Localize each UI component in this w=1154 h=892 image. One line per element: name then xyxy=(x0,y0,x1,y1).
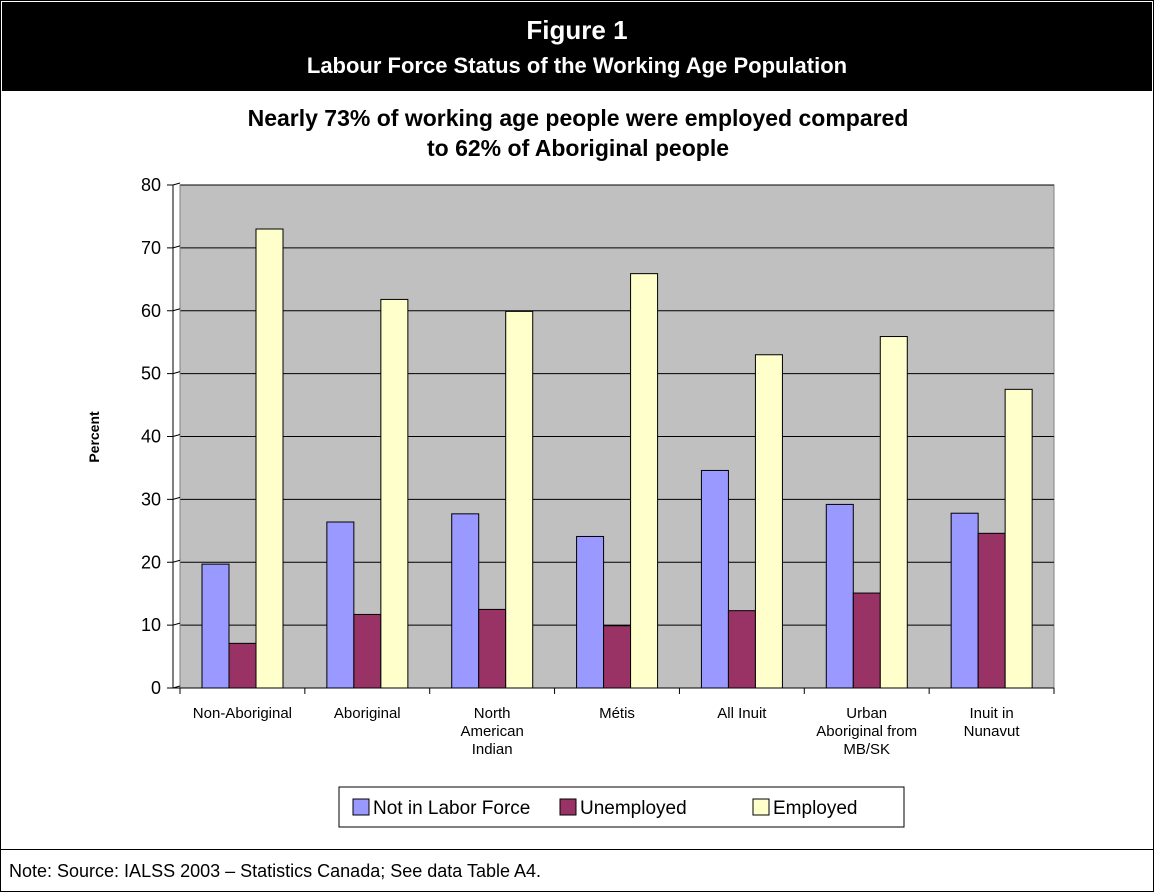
bar xyxy=(825,503,854,689)
x-tick-label: MB/SK xyxy=(843,741,890,758)
x-tick-label: Non-Aboriginal xyxy=(193,705,292,722)
y-axis-label: Percent xyxy=(86,411,102,463)
bar xyxy=(727,610,756,689)
x-tick-label: Urban xyxy=(846,705,887,722)
bar xyxy=(754,354,783,689)
bar xyxy=(451,513,480,689)
y-tick-label: 70 xyxy=(141,238,161,258)
y-tick-label: 0 xyxy=(151,678,161,698)
legend-label: Unemployed xyxy=(580,798,687,819)
legend-swatch xyxy=(559,798,577,816)
x-tick-label: American xyxy=(460,723,523,740)
y-tick-label: 80 xyxy=(141,175,161,195)
y-tick-depth xyxy=(172,245,181,249)
y-tick-depth xyxy=(172,371,181,375)
legend-swatch xyxy=(752,798,770,816)
chart-title: Nearly 73% of working age people were em… xyxy=(1,103,1154,163)
bar xyxy=(630,273,659,689)
bar xyxy=(201,563,230,689)
chart-title-line-1: Nearly 73% of working age people were em… xyxy=(247,105,909,131)
bar xyxy=(879,336,908,689)
legend-label: Employed xyxy=(773,798,858,819)
bar xyxy=(950,512,979,689)
legend-label: Not in Labor Force xyxy=(373,798,530,819)
x-tick-label: North xyxy=(474,705,511,722)
x-tick-label: All Inuit xyxy=(717,705,767,722)
chart-title-line-2: to 62% of Aboriginal people xyxy=(427,135,729,161)
bar xyxy=(326,521,355,689)
bar xyxy=(353,613,382,689)
chart: 0 10 20 30 40 50 60 70 80 Percent Non-Aboriginal Ab… xyxy=(86,175,1055,828)
bar xyxy=(505,310,534,689)
y-tick-depth xyxy=(172,434,181,437)
bar xyxy=(228,642,257,689)
bar xyxy=(576,535,605,689)
y-tick-label: 10 xyxy=(141,615,161,635)
bar xyxy=(1004,388,1033,689)
bar xyxy=(603,625,632,689)
figure-header: Figure 1 Labour Force Status of the Work… xyxy=(2,2,1152,91)
note-divider xyxy=(1,849,1154,850)
y-tick-depth xyxy=(172,182,181,186)
x-tick-label: Nunavut xyxy=(964,723,1021,740)
source-note: Note: Source: IALSS 2003 – Statistics Ca… xyxy=(9,861,542,881)
bar xyxy=(977,532,1006,689)
x-tick-label: Indian xyxy=(472,741,513,758)
bar xyxy=(255,228,284,689)
y-tick-depth xyxy=(172,559,181,563)
y-tick-depth xyxy=(172,496,181,500)
bar xyxy=(380,298,409,689)
figure-label: Figure 1 xyxy=(526,15,628,45)
y-tick-label: 20 xyxy=(141,552,161,572)
legend-swatch xyxy=(352,798,370,816)
x-tick-label: Aboriginal from xyxy=(816,723,917,740)
figure-subtitle: Labour Force Status of the Working Age P… xyxy=(306,53,848,78)
legend xyxy=(338,786,905,828)
x-tick-label: Métis xyxy=(599,705,635,722)
bar xyxy=(852,592,881,689)
y-tick-label: 30 xyxy=(141,489,161,509)
y-tick-label: 50 xyxy=(141,364,161,384)
y-tick-label: 60 xyxy=(141,301,161,321)
bar xyxy=(700,469,729,689)
x-tick-label: Inuit in xyxy=(969,705,1013,722)
x-tick-label: Aboriginal xyxy=(334,705,401,722)
y-tick-depth xyxy=(172,622,181,626)
bar xyxy=(478,608,507,689)
y-tick-label: 40 xyxy=(141,427,161,447)
y-tick-depth xyxy=(172,308,181,312)
